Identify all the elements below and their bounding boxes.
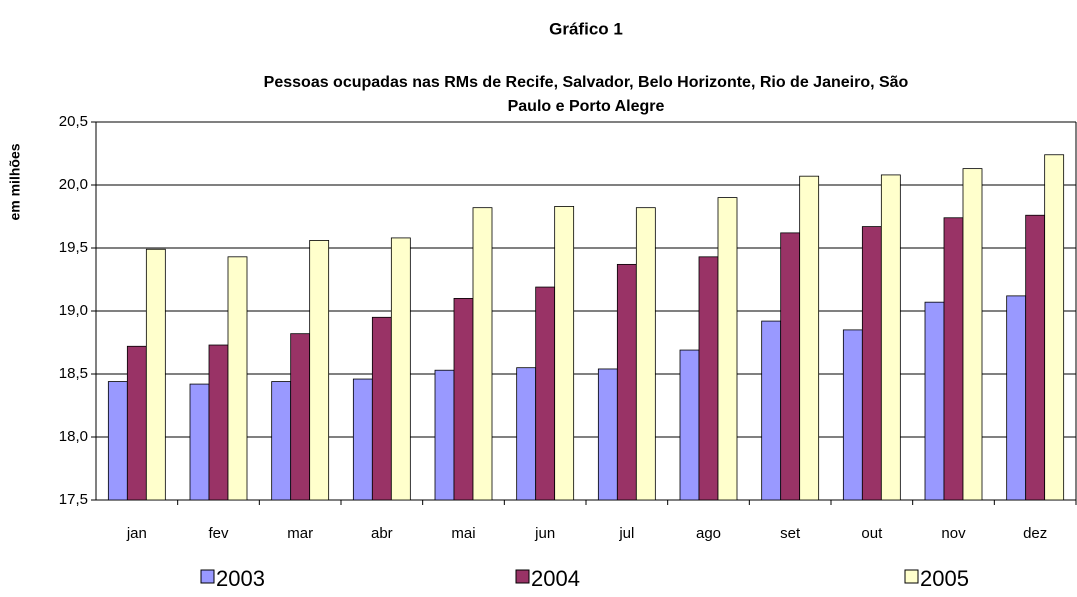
legend-label: 2003 xyxy=(216,566,265,591)
x-tick-label: nov xyxy=(941,525,966,542)
bar xyxy=(842,329,863,501)
bar xyxy=(635,207,656,501)
bar xyxy=(880,174,901,501)
x-tick-label: jul xyxy=(618,525,634,542)
bar xyxy=(1006,295,1027,501)
bar xyxy=(352,378,373,501)
bar xyxy=(290,333,311,501)
bar xyxy=(597,368,618,501)
y-tick-label: 19,0 xyxy=(59,302,88,319)
bar xyxy=(717,197,738,501)
bar xyxy=(453,297,474,501)
bar xyxy=(189,383,210,501)
bar xyxy=(780,232,801,501)
bar xyxy=(271,381,292,501)
y-tick-label: 18,5 xyxy=(59,365,88,382)
bar xyxy=(1044,154,1065,501)
bar xyxy=(554,206,575,501)
bar xyxy=(679,349,700,501)
bar xyxy=(535,286,556,501)
bar xyxy=(126,345,147,501)
bar xyxy=(943,217,964,501)
x-tick-label: set xyxy=(780,525,801,542)
bar xyxy=(309,240,330,501)
y-tick-label: 19,5 xyxy=(59,239,88,256)
legend-swatch xyxy=(200,569,215,584)
x-tick-label: mai xyxy=(451,525,475,542)
legend-swatch xyxy=(515,569,530,584)
legend-swatch xyxy=(904,569,919,584)
x-tick-label: dez xyxy=(1023,525,1047,542)
bar xyxy=(107,381,128,501)
chart-subtitle: Paulo e Porto Alegre xyxy=(508,98,665,115)
bar xyxy=(861,226,882,501)
y-tick-label: 17,5 xyxy=(59,491,88,508)
bar xyxy=(371,316,392,501)
bar xyxy=(390,237,411,501)
bar xyxy=(924,301,945,501)
x-tick-label: jun xyxy=(534,525,555,542)
bar xyxy=(799,175,820,501)
x-tick-label: abr xyxy=(371,525,393,542)
bar xyxy=(761,320,782,501)
y-tick-label: 18,0 xyxy=(59,428,88,445)
chart-title: Gráfico 1 xyxy=(549,19,623,38)
x-tick-label: mar xyxy=(287,525,313,542)
bar xyxy=(472,207,493,501)
bar xyxy=(145,248,166,501)
y-axis-label: em milhões xyxy=(7,143,23,220)
bar xyxy=(1025,214,1046,501)
x-tick-label: jan xyxy=(126,525,147,542)
x-tick-label: fev xyxy=(208,525,229,542)
bar xyxy=(962,168,983,501)
bar xyxy=(616,263,637,501)
x-tick-label: out xyxy=(861,525,883,542)
x-tick-label: ago xyxy=(696,525,721,542)
bar xyxy=(516,367,537,501)
y-tick-label: 20,5 xyxy=(59,113,88,130)
bar xyxy=(434,369,455,501)
bar xyxy=(208,344,229,501)
legend-label: 2004 xyxy=(531,566,580,591)
bar xyxy=(227,256,248,501)
y-tick-label: 20,0 xyxy=(59,176,88,193)
legend-label: 2005 xyxy=(920,566,969,591)
bar xyxy=(698,256,719,501)
chart-subtitle: Pessoas ocupadas nas RMs de Recife, Salv… xyxy=(264,74,909,91)
